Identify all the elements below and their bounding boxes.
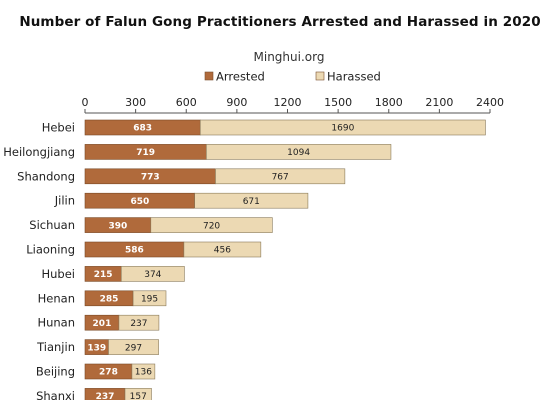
bar-harassed-sichuan — [150, 217, 273, 233]
value-label-arrested: 215 — [94, 270, 113, 280]
bar-harassed-henan — [132, 290, 167, 307]
category-label-henan: Henan — [38, 291, 75, 305]
value-label-arrested: 650 — [130, 197, 149, 207]
chart-title: Number of Falun Gong Practitioners Arres… — [19, 14, 541, 30]
value-label-arrested: 237 — [96, 392, 115, 400]
x-tick-label: 1800 — [375, 96, 403, 109]
value-label-arrested: 285 — [100, 295, 119, 305]
category-label-jilin: Jilin — [54, 194, 75, 208]
category-label-hunan: Hunan — [37, 316, 75, 330]
value-label-harassed: 456 — [214, 246, 231, 256]
bar-harassed-hebei — [199, 119, 486, 136]
x-axis: 0 300 600 900 1200 1500 1800 2100 2400 — [82, 96, 504, 114]
value-label-arrested: 683 — [133, 124, 152, 134]
value-label-arrested: 586 — [125, 246, 144, 256]
bar-harassed-hunan — [118, 314, 160, 331]
value-label-harassed: 374 — [144, 270, 161, 280]
category-label-hubei: Hubei — [41, 267, 75, 281]
value-label-arrested: 773 — [141, 173, 160, 183]
category-label-hebei: Hebei — [42, 121, 75, 135]
value-label-harassed: 157 — [130, 392, 147, 400]
x-tick-label: 0 — [82, 96, 89, 109]
bar-harassed-jilin — [194, 192, 309, 209]
value-label-harassed: 297 — [125, 343, 142, 353]
bar-harassed-shanxi — [124, 388, 152, 400]
x-tick-label: 2100 — [425, 96, 453, 109]
value-label-harassed: 136 — [135, 368, 152, 378]
value-label-arrested: 201 — [93, 319, 112, 329]
category-label-sichuan: Sichuan — [29, 218, 75, 232]
value-label-harassed: 1690 — [331, 124, 354, 134]
bar-harassed-tianjin — [108, 339, 159, 355]
value-label-arrested: 719 — [136, 148, 155, 158]
bar-harassed-hubei — [120, 266, 185, 282]
value-label-harassed: 767 — [272, 173, 289, 183]
bar-harassed-beijing — [131, 363, 156, 380]
legend-swatch-arrested — [204, 71, 214, 81]
category-label-shanxi: Shanxi — [36, 389, 75, 400]
category-label-shandong: Shandong — [17, 169, 75, 183]
category-labels: Hebei Heilongjiang Shandong Jilin Sichuan Lia… — [3, 121, 75, 400]
x-tick-label: 2400 — [476, 96, 504, 109]
x-tick-label: 300 — [125, 96, 146, 109]
value-label-harassed: 237 — [130, 319, 147, 329]
value-label-harassed: 1094 — [287, 148, 310, 158]
x-tick-label: 1500 — [324, 96, 352, 109]
x-tick-label: 900 — [226, 96, 247, 109]
bar-harassed-liaoning — [183, 241, 262, 258]
value-label-arrested: 390 — [109, 221, 128, 231]
value-label-arrested: 139 — [87, 343, 106, 353]
bar-harassed-heilongjiang — [206, 144, 392, 160]
legend: Arrested Harassed — [204, 70, 381, 84]
value-label-harassed: 671 — [243, 197, 260, 207]
value-label-harassed: 195 — [141, 295, 158, 305]
legend-swatch-harassed — [315, 71, 325, 81]
category-label-tianjin: Tianjin — [36, 340, 75, 354]
value-label-harassed: 720 — [203, 221, 220, 231]
legend-label-arrested: Arrested — [216, 70, 265, 84]
x-tick-label: 600 — [176, 96, 197, 109]
bar-harassed-shandong — [215, 168, 346, 185]
x-tick-label: 1200 — [274, 96, 302, 109]
chart-subtitle: Minghui.org — [253, 50, 325, 64]
category-label-liaoning: Liaoning — [26, 243, 75, 257]
bars: 683 1690 719 1094 773 767 650 671 390 720 586 456 21… — [84, 119, 486, 400]
legend-label-harassed: Harassed — [327, 70, 381, 84]
category-label-heilongjiang: Heilongjiang — [3, 145, 75, 159]
value-label-arrested: 278 — [99, 368, 118, 378]
category-label-beijing: Beijing — [36, 365, 75, 379]
